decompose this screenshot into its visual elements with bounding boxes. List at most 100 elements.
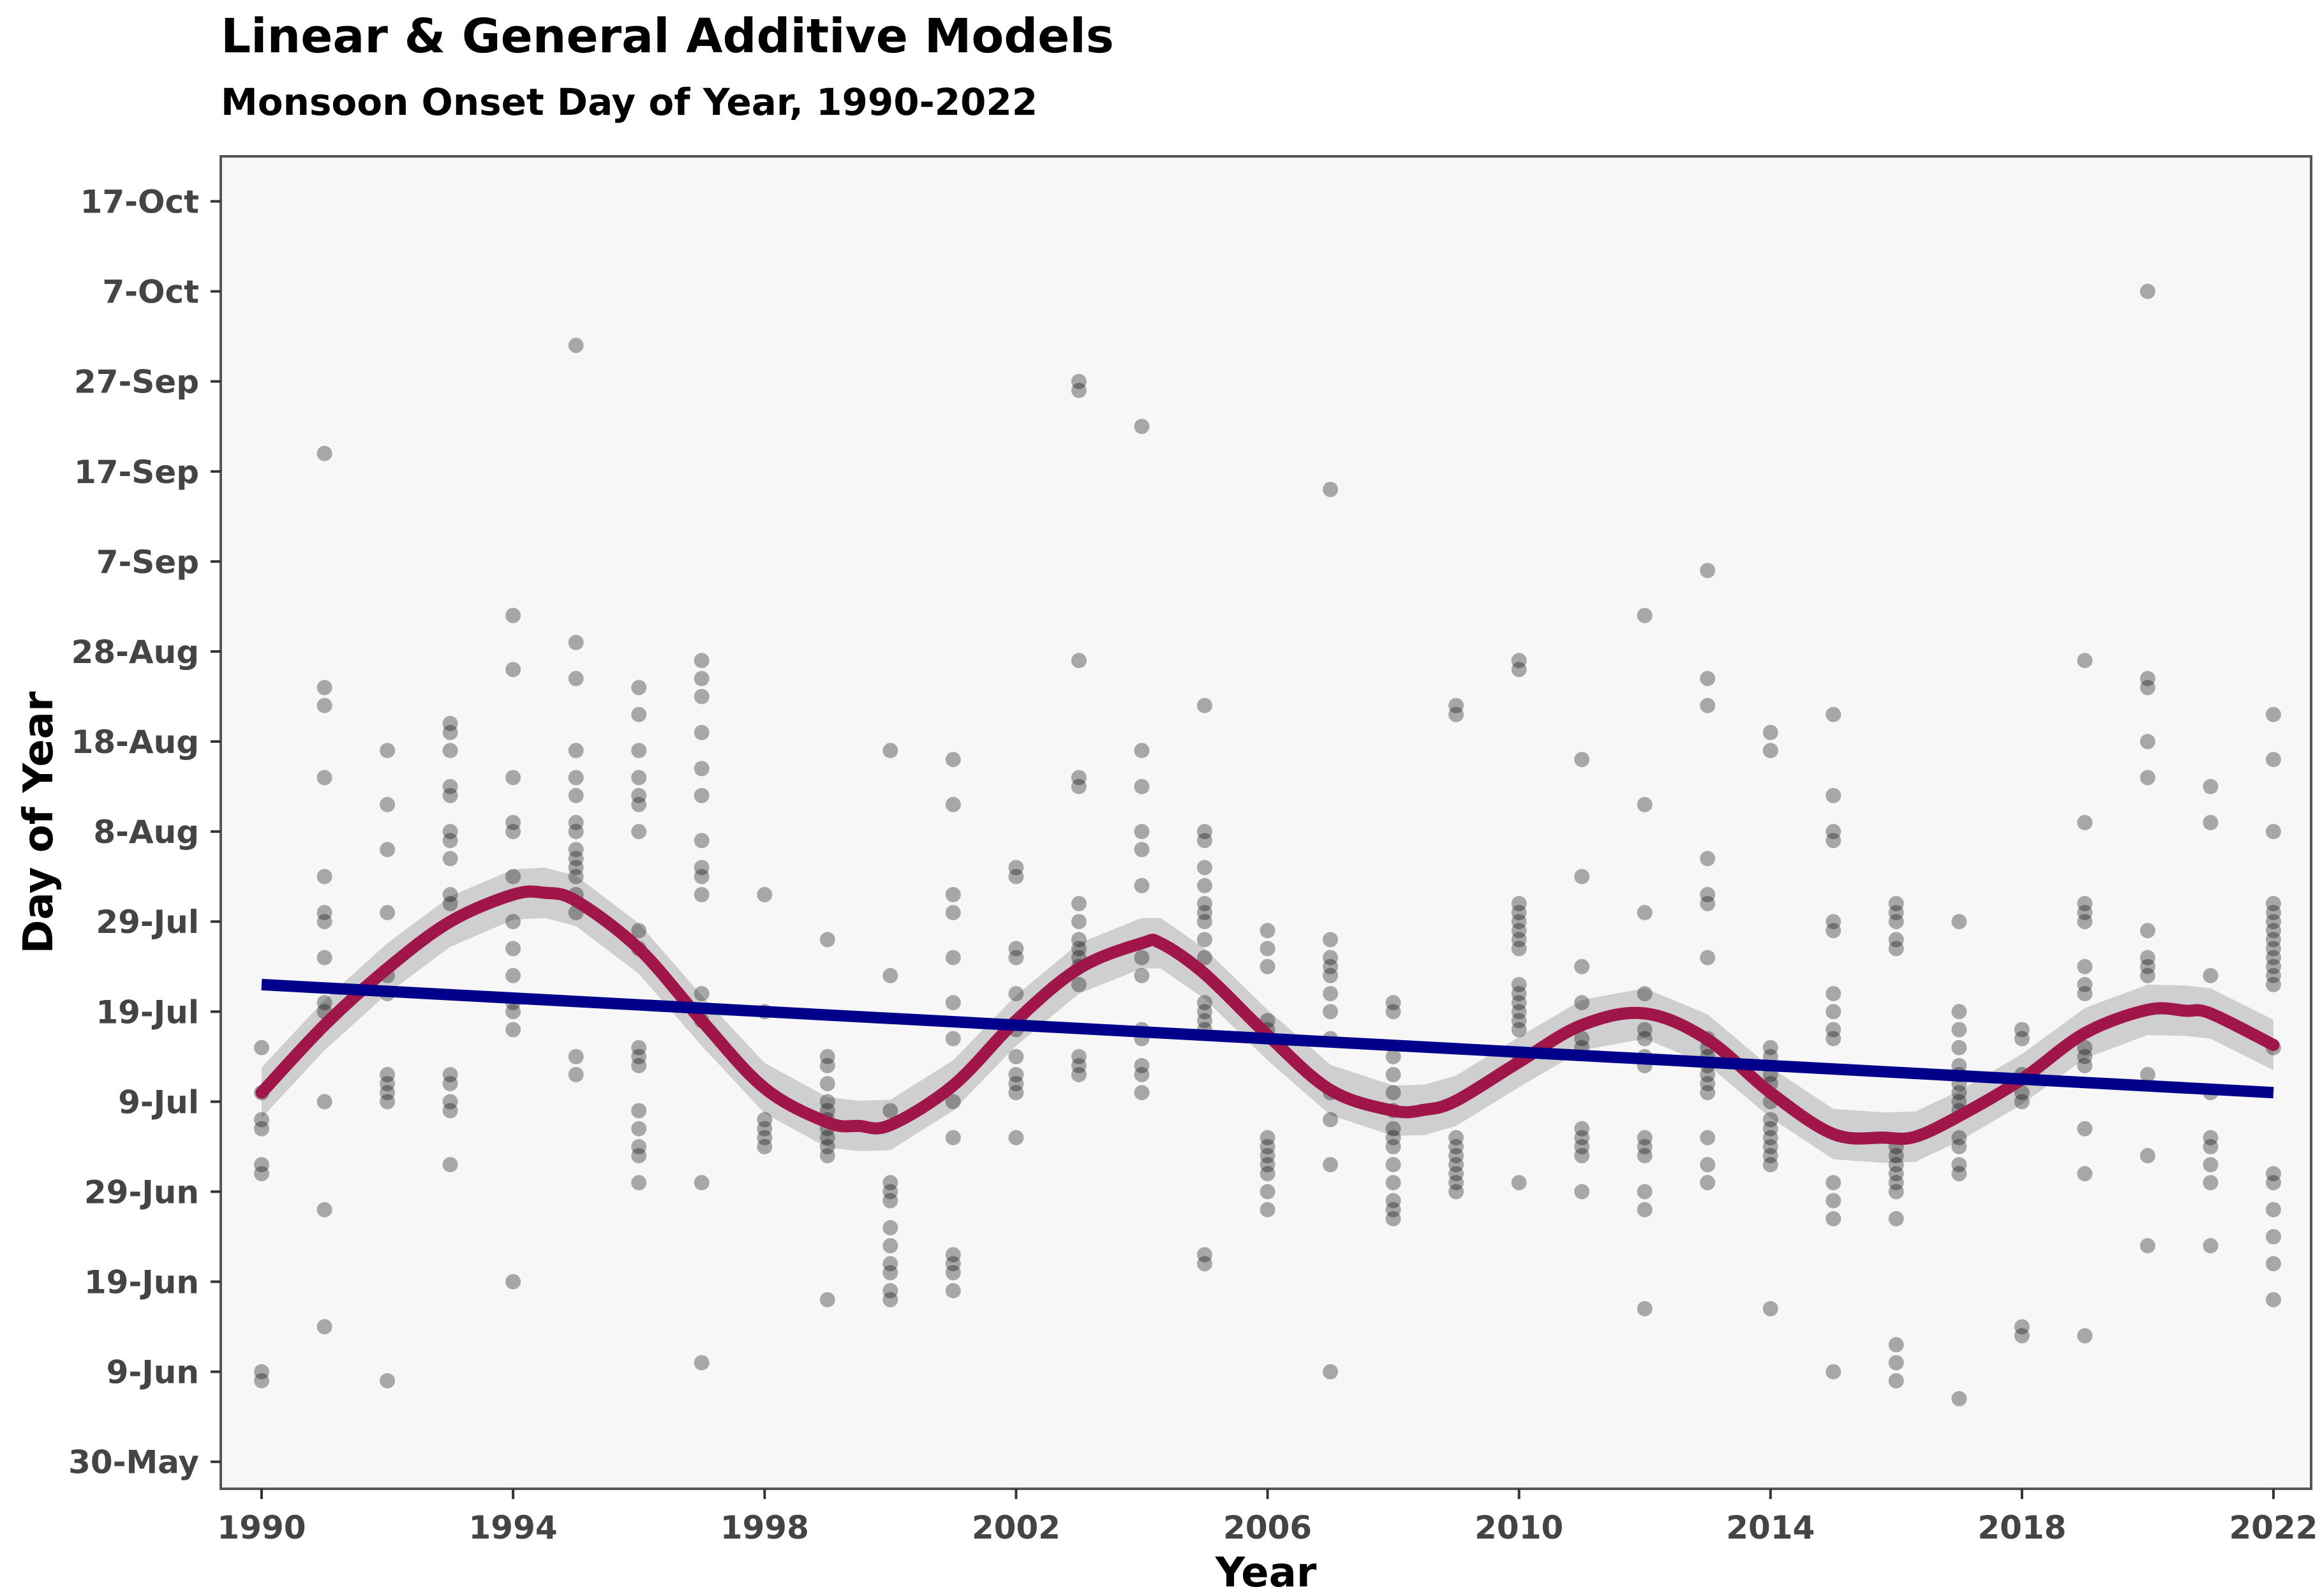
data-point <box>1260 923 1276 939</box>
x-tick-label: 2014 <box>1726 1509 1815 1546</box>
data-point <box>505 770 521 786</box>
data-point <box>757 1138 773 1154</box>
data-point <box>2265 914 2281 930</box>
data-point <box>1700 1076 1716 1092</box>
data-point <box>1260 958 1276 974</box>
data-point <box>694 724 710 740</box>
data-point <box>442 824 458 840</box>
data-point <box>1071 373 1087 389</box>
data-point <box>2203 815 2219 830</box>
y-tick-label: 30-May <box>68 1444 199 1481</box>
data-point <box>882 743 898 759</box>
data-point <box>2203 1238 2219 1254</box>
data-point <box>2203 1130 2219 1145</box>
data-point <box>2077 986 2093 1002</box>
y-tick-label: 19-Jun <box>84 1264 199 1301</box>
data-point <box>1762 1130 1778 1145</box>
data-point <box>1700 697 1716 713</box>
data-point <box>1637 1202 1653 1218</box>
data-point <box>631 743 647 759</box>
data-point <box>1385 1202 1401 1218</box>
data-point <box>442 779 458 794</box>
data-point <box>2077 896 2093 911</box>
data-point <box>1196 896 1212 911</box>
data-point <box>1951 1391 1967 1406</box>
data-point <box>1385 1048 1401 1064</box>
data-point <box>1323 1364 1338 1380</box>
data-point <box>694 671 710 687</box>
data-point <box>1826 1364 1842 1380</box>
data-point <box>882 1265 898 1281</box>
data-point <box>2203 1157 2219 1173</box>
data-point <box>631 1057 647 1073</box>
data-point <box>2265 1175 2281 1191</box>
data-point <box>2014 1031 2030 1047</box>
data-point <box>1196 1013 1212 1029</box>
data-point <box>945 995 961 1011</box>
data-point <box>2077 1121 2093 1137</box>
data-point <box>631 787 647 803</box>
data-point <box>1134 779 1150 794</box>
data-point <box>1888 1157 1904 1173</box>
data-point <box>316 869 332 884</box>
data-point <box>1826 1211 1842 1227</box>
data-point <box>1511 662 1527 678</box>
data-point <box>1323 958 1338 974</box>
data-point <box>1574 1031 1590 1047</box>
data-point <box>2265 967 2281 983</box>
y-tick-label: 29-Jun <box>84 1174 199 1211</box>
data-point <box>254 1166 269 1182</box>
data-point <box>1448 1166 1464 1182</box>
data-point <box>631 923 647 939</box>
data-point <box>1323 967 1338 983</box>
data-point <box>945 950 961 966</box>
data-point <box>2140 958 2155 974</box>
data-point <box>1448 706 1464 722</box>
data-point <box>1448 1138 1464 1154</box>
x-tick-label: 2022 <box>2229 1509 2318 1546</box>
plot-panel <box>220 155 2312 1490</box>
data-point <box>1826 824 1842 840</box>
data-point <box>1196 905 1212 921</box>
data-point <box>1008 1067 1024 1082</box>
data-point <box>631 1121 647 1137</box>
data-point <box>1888 914 1904 930</box>
data-point <box>505 914 521 930</box>
data-point <box>694 689 710 705</box>
data-point <box>2265 1229 2281 1244</box>
data-point <box>882 1256 898 1272</box>
data-point <box>1951 1166 1967 1182</box>
data-point <box>254 1121 269 1137</box>
data-point <box>2014 1328 2030 1344</box>
data-point <box>1511 941 1527 957</box>
data-point <box>1574 1130 1590 1145</box>
data-point <box>568 815 584 830</box>
data-point <box>505 1004 521 1020</box>
data-point <box>1511 1022 1527 1038</box>
data-point <box>2140 923 2155 939</box>
data-point <box>1826 986 1842 1002</box>
data-point <box>568 634 584 650</box>
data-point <box>505 815 521 830</box>
data-point <box>1008 1048 1024 1064</box>
data-point <box>1951 1138 1967 1154</box>
data-point <box>1762 1040 1778 1055</box>
data-point <box>1951 1157 1967 1173</box>
data-point <box>1134 877 1150 893</box>
data-point <box>1071 770 1087 786</box>
data-point <box>1826 1004 1842 1020</box>
data-point <box>568 824 584 840</box>
data-point <box>2140 680 2155 696</box>
data-point <box>1071 941 1087 957</box>
data-point <box>1888 1184 1904 1200</box>
y-tick-label: 9-Jun <box>107 1354 199 1391</box>
data-point <box>2077 1328 2093 1344</box>
data-point <box>442 743 458 759</box>
data-point <box>694 986 710 1002</box>
data-point <box>1260 941 1276 957</box>
data-point <box>1826 833 1842 849</box>
data-point <box>442 1094 458 1110</box>
data-point <box>568 743 584 759</box>
linear-model-line <box>261 978 2274 1099</box>
data-point <box>2077 958 2093 974</box>
